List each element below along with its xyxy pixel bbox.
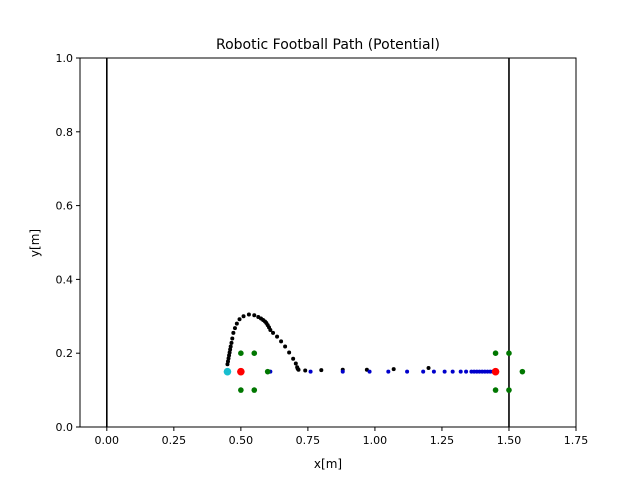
x-axis-label: x[m] — [314, 457, 342, 471]
data-point — [227, 350, 232, 355]
data-point — [391, 367, 396, 372]
x-tick-label: 1.25 — [430, 434, 455, 447]
data-point — [442, 369, 447, 374]
data-point — [237, 317, 242, 322]
y-tick-label: 0.6 — [56, 200, 74, 213]
chart-title: Robotic Football Path (Potential) — [216, 37, 440, 53]
data-point — [283, 344, 288, 349]
data-point — [230, 336, 235, 341]
data-point — [264, 368, 271, 375]
data-point — [279, 339, 284, 344]
data-point — [405, 369, 410, 374]
data-point — [232, 326, 237, 331]
data-point — [319, 368, 324, 373]
data-point — [246, 312, 251, 317]
data-point — [431, 369, 436, 374]
data-point — [303, 368, 308, 373]
data-point — [229, 340, 234, 345]
x-tick-label: 0.25 — [162, 434, 187, 447]
data-point — [251, 350, 258, 357]
y-tick-label: 0.4 — [56, 273, 74, 286]
data-point — [237, 367, 245, 376]
x-tick-label: 0.00 — [95, 434, 120, 447]
data-point — [275, 334, 280, 339]
data-point — [506, 350, 512, 357]
data-point — [291, 356, 296, 361]
data-point — [238, 350, 244, 357]
data-point — [293, 361, 298, 366]
plot-area: 0.00 0.25 0.50 0.75 1.00 1.25 1.50 1.75 0.0 0.2 0.… — [56, 52, 589, 447]
x-tick-label: 0.50 — [229, 434, 254, 447]
data-point — [226, 356, 231, 361]
data-point — [227, 353, 232, 358]
data-point — [458, 369, 463, 374]
data-point — [421, 369, 426, 374]
data-point — [450, 369, 455, 374]
data-point — [492, 387, 499, 393]
y-tick-label: 1.0 — [56, 52, 74, 65]
data-point — [308, 369, 313, 374]
data-point — [519, 368, 526, 375]
data-point — [426, 365, 431, 370]
y-tick-label: 0.0 — [56, 421, 74, 434]
data-point — [251, 387, 258, 393]
x-tick-label: 0.75 — [296, 434, 321, 447]
y-axis-label: y[m] — [28, 229, 42, 257]
x-tick-label: 1.00 — [363, 434, 388, 447]
data-point — [340, 369, 345, 374]
data-point — [223, 367, 232, 376]
data-point — [491, 367, 500, 376]
data-point — [386, 369, 391, 374]
y-tick-label: 0.8 — [56, 126, 74, 139]
data-point — [252, 313, 257, 318]
x-tick-label: 1.75 — [564, 434, 589, 447]
data-point — [231, 330, 236, 335]
data-point — [287, 350, 292, 355]
data-point — [234, 321, 239, 326]
data-point — [225, 362, 230, 367]
data-point — [506, 387, 512, 393]
data-point — [271, 330, 276, 335]
data-point — [228, 347, 233, 352]
data-point — [296, 367, 301, 372]
data-point — [228, 344, 233, 349]
data-point — [464, 369, 469, 374]
axes-frame — [79, 57, 577, 428]
x-tick-label: 1.50 — [497, 434, 522, 447]
data-point — [367, 369, 372, 374]
data-point — [268, 327, 273, 332]
y-tick-label: 0.2 — [56, 347, 74, 360]
data-point — [225, 359, 230, 364]
data-point — [238, 387, 244, 393]
data-point — [492, 350, 499, 357]
data-point — [241, 314, 246, 319]
